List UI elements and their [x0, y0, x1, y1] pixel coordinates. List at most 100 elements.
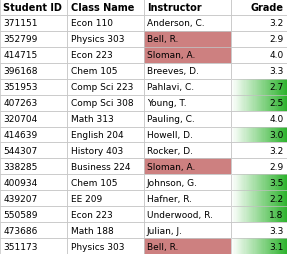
Bar — [250, 95, 251, 111]
Bar — [274, 95, 275, 111]
Bar — [231, 0, 287, 16]
Bar — [261, 127, 263, 143]
Bar — [67, 95, 144, 111]
Bar — [257, 238, 258, 254]
Text: Comp Sci 308: Comp Sci 308 — [71, 99, 133, 108]
Bar — [67, 175, 144, 190]
Bar — [144, 47, 231, 64]
Bar — [247, 79, 248, 95]
Bar — [255, 238, 256, 254]
Text: 2.5: 2.5 — [269, 99, 284, 108]
Bar — [240, 175, 241, 190]
Bar — [268, 175, 269, 190]
Bar — [270, 127, 272, 143]
Bar — [284, 206, 285, 222]
Bar — [271, 238, 273, 254]
Bar — [286, 95, 287, 111]
Text: Sloman, A.: Sloman, A. — [147, 162, 195, 171]
Bar — [263, 95, 265, 111]
Bar — [262, 79, 264, 95]
Bar — [272, 79, 274, 95]
Text: Rocker, D.: Rocker, D. — [147, 146, 193, 155]
Bar — [280, 79, 282, 95]
Bar — [243, 79, 245, 95]
Bar — [234, 79, 236, 95]
Bar — [274, 175, 275, 190]
Bar — [278, 190, 280, 206]
Bar — [248, 206, 249, 222]
Bar — [268, 127, 269, 143]
Bar — [67, 79, 144, 95]
Bar — [255, 175, 256, 190]
Text: Hafner, R.: Hafner, R. — [147, 194, 192, 203]
Bar — [232, 79, 234, 95]
Bar — [271, 190, 273, 206]
Bar — [245, 79, 246, 95]
Bar — [249, 95, 250, 111]
Bar — [233, 79, 235, 95]
Bar — [257, 127, 258, 143]
Bar — [261, 175, 263, 190]
Bar — [0, 222, 67, 238]
Bar — [260, 127, 261, 143]
Bar — [246, 127, 247, 143]
Bar — [0, 47, 67, 64]
Text: 4.0: 4.0 — [269, 115, 284, 123]
Bar — [275, 95, 276, 111]
Bar — [253, 127, 255, 143]
Bar — [258, 79, 259, 95]
Bar — [249, 175, 250, 190]
Bar — [252, 206, 254, 222]
Bar — [67, 111, 144, 127]
Bar — [242, 79, 244, 95]
Bar — [270, 95, 272, 111]
Bar — [270, 190, 272, 206]
Bar — [144, 64, 231, 79]
Bar — [286, 206, 287, 222]
Bar — [272, 190, 274, 206]
Bar — [284, 175, 285, 190]
Bar — [251, 206, 253, 222]
Bar — [144, 111, 231, 127]
Bar — [271, 95, 273, 111]
Bar — [280, 175, 282, 190]
Bar — [236, 206, 238, 222]
Text: Bell, R.: Bell, R. — [147, 35, 178, 44]
Bar — [231, 79, 287, 95]
Bar — [265, 238, 266, 254]
Bar — [252, 175, 254, 190]
Bar — [251, 95, 253, 111]
Bar — [266, 206, 267, 222]
Text: Econ 110: Econ 110 — [71, 19, 113, 28]
Bar — [231, 238, 287, 254]
Bar — [247, 127, 248, 143]
Bar — [279, 79, 281, 95]
Bar — [282, 95, 284, 111]
Bar — [253, 95, 255, 111]
Bar — [231, 64, 287, 79]
Bar — [231, 16, 287, 32]
Bar — [234, 95, 236, 111]
Bar — [276, 238, 277, 254]
Bar — [236, 238, 237, 254]
Bar — [240, 190, 241, 206]
Bar — [267, 95, 268, 111]
Bar — [268, 238, 269, 254]
Text: Underwood, R.: Underwood, R. — [147, 210, 213, 219]
Bar — [269, 79, 270, 95]
Bar — [259, 95, 260, 111]
Bar — [247, 238, 248, 254]
Bar — [246, 79, 247, 95]
Bar — [260, 175, 261, 190]
Bar — [144, 79, 231, 95]
Bar — [279, 127, 281, 143]
Bar — [261, 206, 263, 222]
Text: 3.5: 3.5 — [269, 178, 284, 187]
Bar — [251, 238, 253, 254]
Bar — [255, 206, 256, 222]
Bar — [67, 143, 144, 159]
Bar — [256, 238, 257, 254]
Bar — [266, 190, 267, 206]
Text: 2.9: 2.9 — [269, 162, 284, 171]
Bar — [231, 127, 232, 143]
